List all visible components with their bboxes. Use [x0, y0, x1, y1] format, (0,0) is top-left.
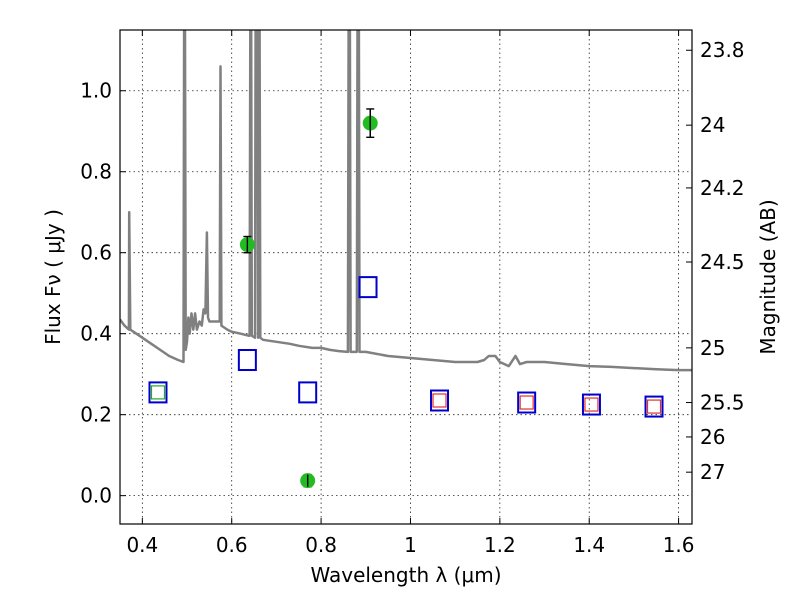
y2-tick-label: 23.8 — [700, 38, 745, 62]
y2-tick-label: 26 — [700, 425, 725, 449]
x-tick-label: 1.6 — [663, 533, 695, 557]
x-tick-label: 1.2 — [484, 533, 516, 557]
grid-layer — [120, 30, 692, 524]
y2-tick-label: 25.5 — [700, 391, 745, 415]
inner-photometry-square — [519, 395, 534, 410]
y2-tick-label: 24.2 — [700, 176, 745, 200]
y2-tick-label: 25 — [700, 336, 725, 360]
y2-axis-title: Magnitude (AB) — [756, 199, 780, 354]
model-photometry-square — [517, 391, 537, 414]
x-tick-label: 0.6 — [216, 533, 248, 557]
y-axis: 0.0 0.2 0.4 0.6 0.8 1.0 — [80, 79, 126, 508]
x-axis-title: Wavelength λ (μm) — [310, 563, 501, 587]
x-tick-label: 0.4 — [126, 533, 158, 557]
y2-tick-label: 24 — [700, 113, 725, 137]
x-tick-label: 0.8 — [305, 533, 337, 557]
model-photometry-square — [581, 393, 601, 416]
series-layer — [120, 30, 692, 489]
y2-tick-label: 27 — [700, 460, 725, 484]
y-tick-label: 0.4 — [80, 322, 112, 346]
model-spectrum-line — [120, 30, 692, 372]
inner-photometry-square — [646, 399, 662, 414]
y-tick-label: 0.8 — [80, 160, 112, 184]
inner-photometry-square — [584, 397, 599, 412]
y-tick-label: 1.0 — [80, 79, 112, 103]
y-tick-label: 0.2 — [80, 403, 112, 427]
model-photometry-square — [298, 381, 318, 404]
x-tick-label: 1.4 — [573, 533, 605, 557]
model-photometry-square — [148, 381, 168, 404]
x-axis: 0.4 0.6 0.8 1 1.2 1.4 1.6 — [126, 30, 695, 557]
y2-tick-label: 24.5 — [700, 250, 745, 274]
model-photometry-square — [358, 276, 378, 299]
y-tick-label: 0.6 — [80, 241, 112, 265]
y-axis-title: Flux Fν ( μJy ) — [41, 209, 65, 345]
y-tick-label: 0.0 — [80, 484, 112, 508]
model-photometry-square — [644, 395, 664, 418]
model-photometry-square — [430, 389, 450, 412]
inner-photometry-square — [432, 393, 447, 408]
x-tick-label: 1 — [404, 533, 417, 557]
inner-photometry-square — [150, 385, 166, 400]
y2-axis: 23.8 24 24.2 24.5 25 25.5 26 27 — [686, 38, 745, 484]
plot-frame — [119, 29, 693, 525]
model-photometry-square — [237, 349, 257, 372]
